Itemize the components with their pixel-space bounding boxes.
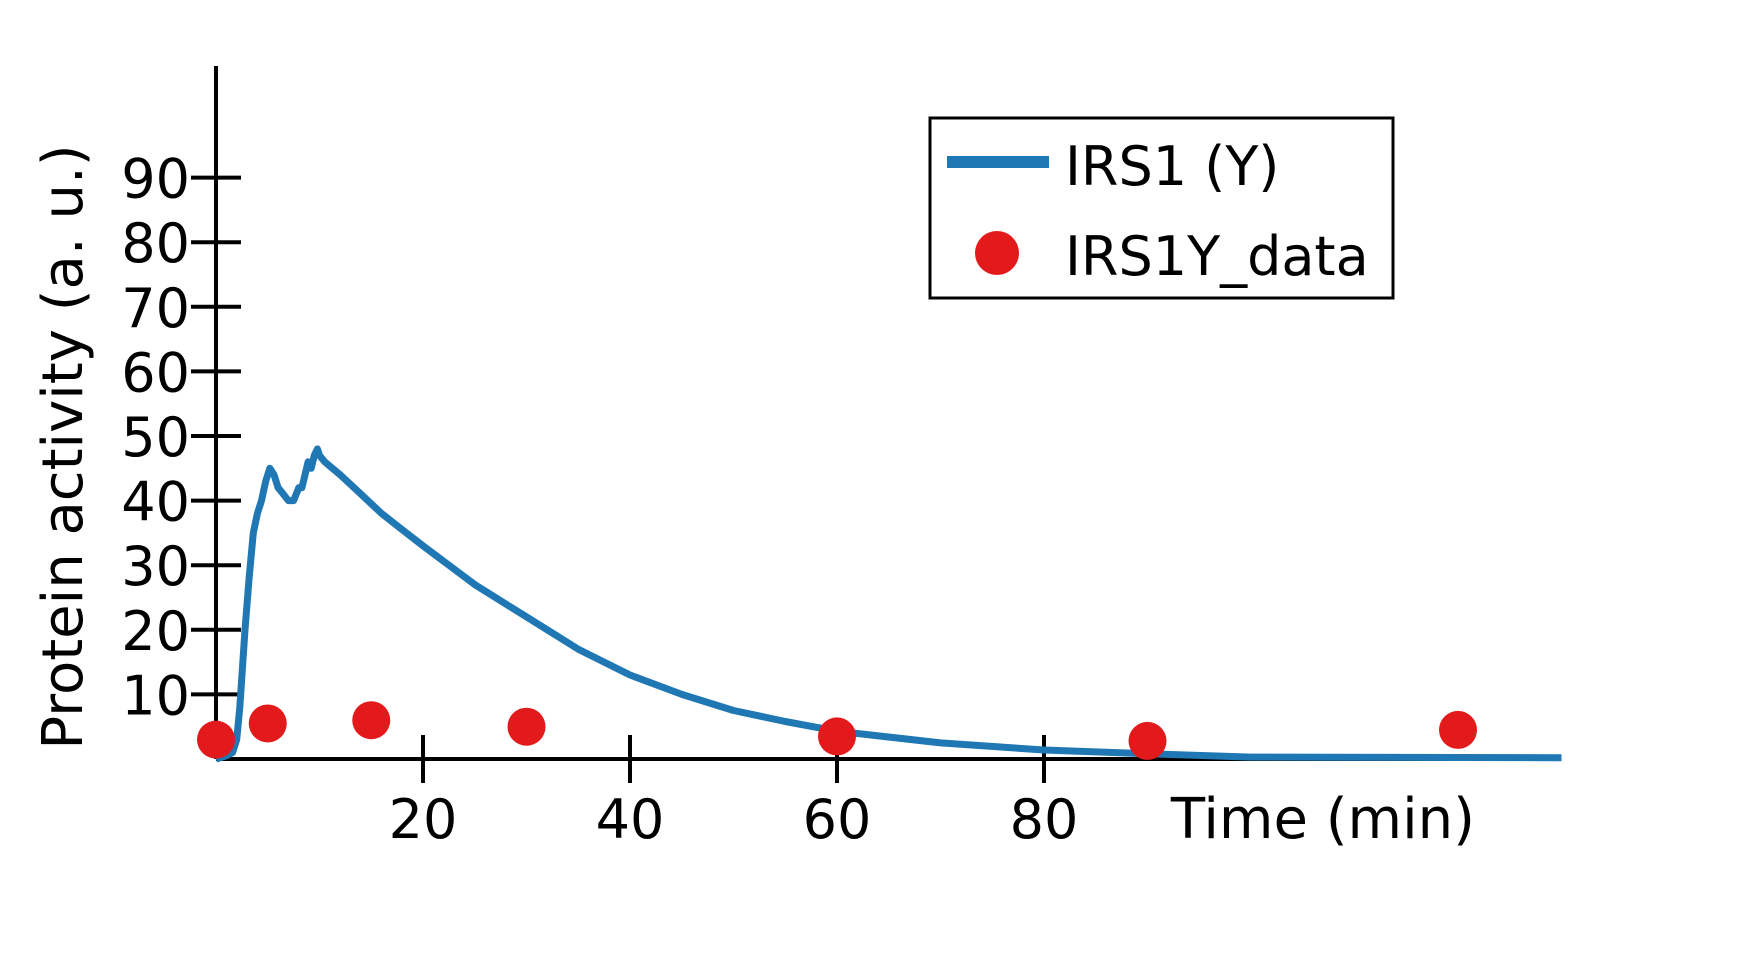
y-tick-label: 80 [121,212,190,275]
y-tick-label: 10 [121,664,190,727]
y-tick-label: 70 [121,277,190,340]
legend: IRS1 (Y) IRS1Y_data [928,116,1395,300]
data-point-irs1y [352,701,391,740]
legend-marker-swatch [975,231,1019,275]
x-tick-label: 40 [596,788,665,851]
x-tick-label: 60 [803,788,872,851]
data-point-irs1y [1128,721,1167,760]
data-point-irs1y [248,704,287,743]
data-point-irs1y [818,717,856,756]
x-tick-label: 80 [1010,788,1079,851]
legend-label-irs1-y: IRS1 (Y) [1065,135,1279,198]
y-tick-label: 40 [121,471,190,534]
series-layer [197,445,1562,763]
data-point-irs1y [1439,710,1477,749]
y-tick-label: 50 [121,406,190,469]
legend-label-irs1y-data: IRS1Y_data [1065,225,1369,288]
y-tick-label: 20 [121,600,190,663]
y-tick-label: 60 [121,341,190,404]
y-tick-label: 90 [121,148,190,211]
data-point-irs1y [507,707,546,746]
y-tick-label: 30 [121,535,190,598]
series-line-irs1-y [214,445,1562,763]
x-tick-label: 20 [389,788,458,851]
data-point-irs1y [197,720,235,759]
y-axis-label: Protein activity (a. u.) [31,144,96,749]
x-axis-label: Time (min) [1170,787,1475,852]
